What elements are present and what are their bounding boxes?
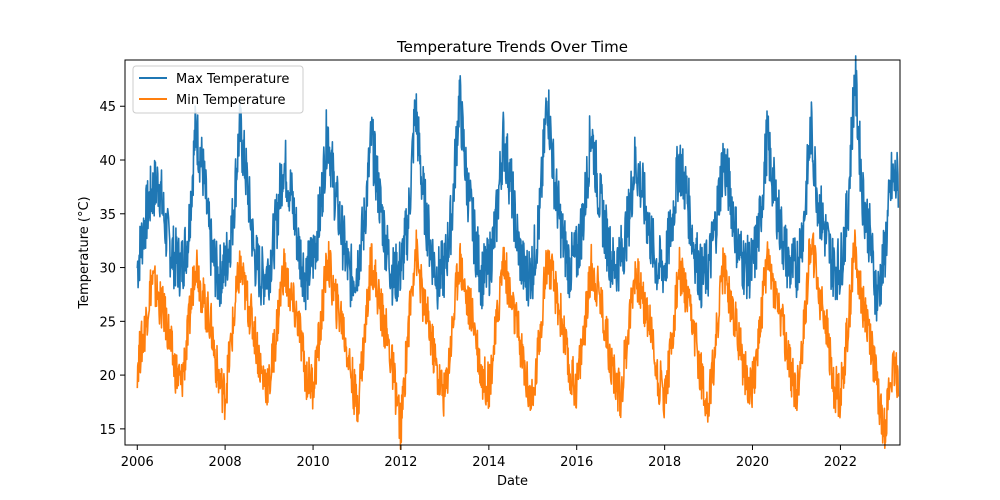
plot-lines: [136, 55, 900, 450]
x-tick-label: 2010: [297, 455, 330, 470]
x-axis: 2006 2008 2010 2012 2014 2016 2018 2020 2022: [121, 445, 857, 470]
x-tick-label: 2016: [560, 455, 593, 470]
plot-frame: [124, 59, 901, 446]
legend-label-min: Min Temperature: [176, 93, 286, 108]
x-tick-label: 2006: [121, 455, 154, 470]
x-tick-label: 2022: [824, 455, 857, 470]
x-tick-label: 2008: [209, 455, 242, 470]
y-tick-label: 30: [99, 262, 116, 277]
y-tick-label: 20: [99, 369, 116, 384]
x-axis-title: Date: [497, 474, 528, 489]
legend: Max Temperature Min Temperature: [132, 65, 304, 114]
y-tick-label: 45: [99, 100, 116, 115]
legend-box: [132, 65, 304, 114]
x-tick-label: 2018: [648, 455, 681, 470]
legend-label-max: Max Temperature: [176, 72, 289, 87]
y-tick-label: 40: [99, 154, 116, 169]
y-axis: 15 20 25 30 35 40 45: [99, 100, 125, 438]
x-tick-label: 2012: [384, 455, 417, 470]
y-tick-label: 25: [99, 315, 116, 330]
x-tick-label: 2014: [472, 455, 505, 470]
chart-title: Temperature Trends Over Time: [396, 38, 628, 56]
y-axis-title: Temperature (°C): [77, 196, 92, 309]
series-line-max-temperature: [136, 55, 900, 322]
y-tick-label: 35: [99, 208, 116, 223]
series-line-min-temperature: [136, 229, 900, 450]
x-tick-label: 2020: [736, 455, 769, 470]
y-tick-label: 15: [99, 423, 116, 438]
